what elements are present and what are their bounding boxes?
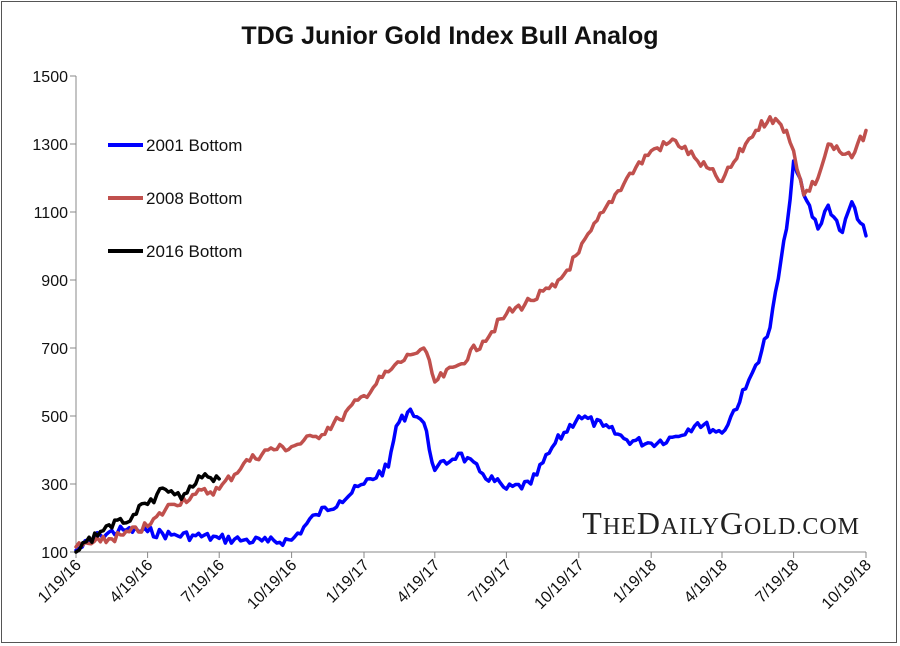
series-layer (74, 115, 868, 554)
watermark-text: THEDAILYGOLD.COM (582, 505, 860, 541)
x-tick-label: 10/19/18 (819, 557, 875, 613)
series-line-2 (74, 115, 868, 549)
legend-label: 2016 Bottom (146, 242, 242, 261)
y-tick-label: 100 (41, 545, 68, 562)
y-tick-label: 300 (41, 477, 68, 494)
x-tick-label: 10/19/16 (244, 557, 300, 613)
series-line-3 (74, 472, 221, 554)
x-tick-label: 1/19/18 (610, 557, 660, 607)
y-tick-label: 1500 (32, 69, 68, 86)
x-tick-label: 7/19/17 (465, 557, 515, 607)
x-tick-label: 7/19/16 (178, 557, 228, 607)
x-tick-label: 4/19/17 (394, 557, 444, 607)
series-line-1 (74, 159, 868, 553)
legend: 2001 Bottom 2008 Bottom 2016 Bottom (108, 136, 242, 261)
legend-label: 2008 Bottom (146, 189, 242, 208)
y-tick-label: 1100 (34, 205, 69, 222)
y-tick-label: 900 (41, 273, 68, 290)
x-tick-label: 10/19/17 (532, 557, 588, 613)
chart-title: TDG Junior Gold Index Bull Analog (241, 22, 659, 50)
x-tick-label: 1/19/17 (323, 557, 373, 607)
y-tick-label: 500 (41, 409, 68, 426)
legend-label: 2001 Bottom (146, 136, 242, 155)
y-tick-label: 700 (41, 341, 68, 358)
x-tick-label: 4/19/16 (107, 557, 157, 607)
x-tick-label: 1/19/16 (35, 557, 85, 607)
x-tick-label: 7/19/18 (753, 557, 803, 607)
y-tick-label: 1300 (32, 137, 68, 154)
x-tick-label: 4/19/18 (681, 557, 731, 607)
